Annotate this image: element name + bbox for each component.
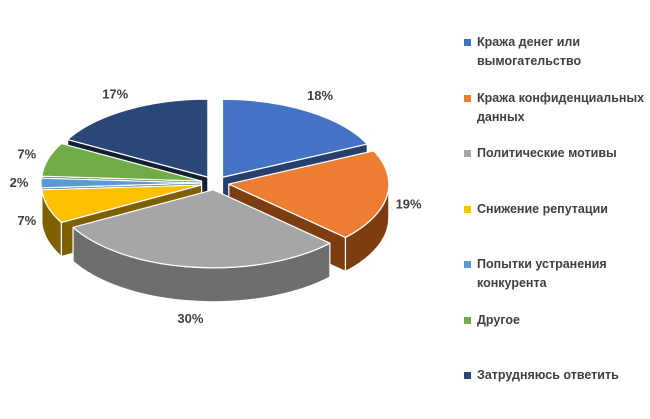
legend-item-0: Кража денег или вымогательство xyxy=(464,33,648,71)
legend-item-6: Затрудняюсь ответить xyxy=(464,366,648,385)
pie-slice-2-top xyxy=(72,189,331,269)
data-label-5: 7% xyxy=(17,146,36,161)
legend-label: Снижение репутации xyxy=(477,201,608,216)
legend-label: Политические мотивы xyxy=(477,146,617,160)
legend-marker-icon xyxy=(464,94,471,102)
legend-label: Затрудняюсь ответить xyxy=(477,368,619,382)
legend-item-3: Снижение репутации xyxy=(464,200,648,219)
legend-marker-icon xyxy=(464,205,471,213)
data-label-3: 7% xyxy=(17,213,36,228)
legend-marker-icon xyxy=(464,316,471,324)
legend-marker-icon xyxy=(464,372,471,379)
legend-item-4: Попытки устранения конкурента xyxy=(464,255,648,293)
legend-marker-icon xyxy=(464,150,471,157)
legend-label: Кража денег или вымогательство xyxy=(477,35,582,68)
pie-slice-5-top xyxy=(41,142,203,182)
legend-label: Другое xyxy=(477,312,520,327)
pie-slice-6-top xyxy=(67,98,209,178)
legend-item-1: Кража конфиденциальных данных xyxy=(464,89,648,127)
legend-item-2: Политические мотивы xyxy=(464,144,648,163)
legend-label: Кража конфиденциальных данных xyxy=(477,90,645,124)
legend-item-5: Другое xyxy=(464,311,648,330)
legend-marker-icon xyxy=(464,39,471,46)
pie-slice-3-top xyxy=(41,184,203,224)
pie-slice-0-top xyxy=(221,98,368,178)
legend-label: Попытки устранения конкурента xyxy=(477,257,607,290)
data-label-6: 17% xyxy=(102,86,128,101)
legend: Кража денег или вымогательство Кража конф… xyxy=(458,0,648,419)
data-label-4: 2% xyxy=(10,175,29,190)
legend-marker-icon xyxy=(464,261,471,268)
data-label-2: 30% xyxy=(177,311,203,326)
pie-slice-1-top xyxy=(228,150,390,239)
data-label-1: 19% xyxy=(396,196,422,211)
pie-slice-4-top xyxy=(40,177,202,189)
data-label-0: 18% xyxy=(307,88,333,103)
